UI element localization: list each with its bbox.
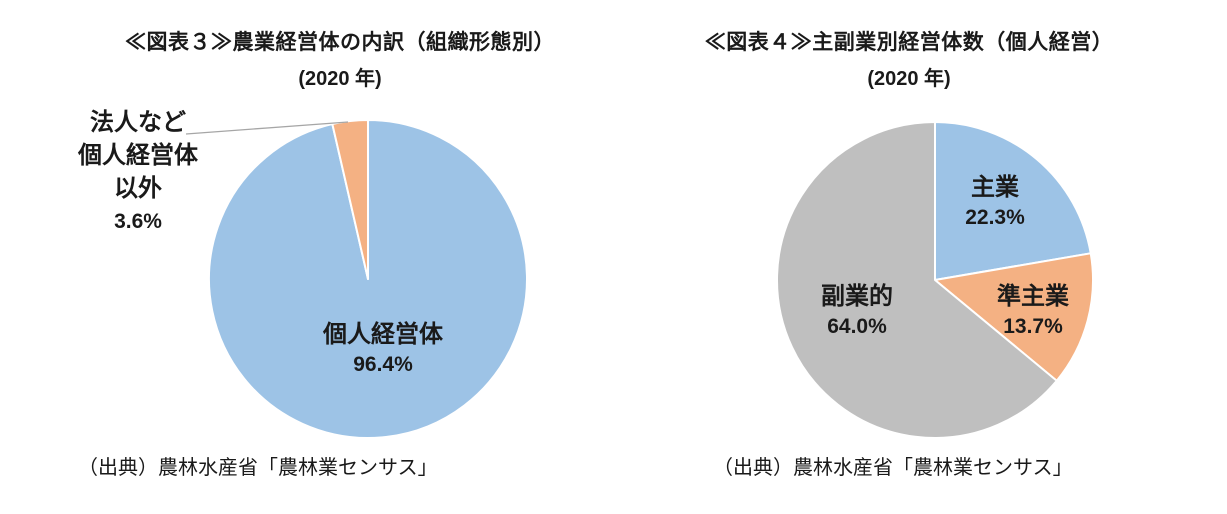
callout-pct: 3.6% bbox=[114, 210, 162, 233]
slice-label-fukugyo: 副業的 64.0% bbox=[792, 281, 922, 342]
pie-slice bbox=[934, 121, 1092, 281]
pie-chart-right bbox=[776, 121, 1094, 439]
callout-leader-line bbox=[185, 121, 349, 135]
slice-name: 主業 bbox=[971, 174, 1019, 201]
slice-label-kojin-keieitai: 個人経営体 96.4% bbox=[283, 319, 483, 380]
chart-right-title: ≪図表４≫主副業別経営体数（個人経営） bbox=[704, 31, 1114, 54]
slice-pct: 96.4% bbox=[353, 353, 413, 376]
callout-line: 法人など bbox=[90, 109, 186, 136]
slice-name: 個人経営体 bbox=[323, 321, 443, 348]
pie-chart-left bbox=[208, 119, 528, 439]
callout-line: 個人経営体 bbox=[78, 142, 198, 169]
source-note-right: （出典）農林水産省「農林業センサス」 bbox=[713, 457, 1073, 479]
source-note-left: （出典）農林水産省「農林業センサス」 bbox=[78, 457, 438, 479]
slice-pct: 22.3% bbox=[965, 206, 1025, 229]
pie-slice bbox=[331, 119, 369, 280]
chart-left-title: ≪図表３≫農業経営体の内訳（組織形態別） bbox=[125, 31, 555, 54]
slice-pct: 13.7% bbox=[1003, 315, 1063, 338]
chart-left-subtitle: (2020 年) bbox=[298, 68, 382, 90]
slice-label-shugyo: 主業 22.3% bbox=[945, 172, 1045, 233]
chart-right-subtitle: (2020 年) bbox=[867, 68, 951, 90]
pie-slice bbox=[934, 252, 1094, 382]
slice-name: 副業的 bbox=[821, 283, 893, 310]
slice-pct: 64.0% bbox=[827, 315, 887, 338]
slice-name: 準主業 bbox=[997, 283, 1069, 310]
pie-slice bbox=[776, 121, 1058, 439]
callout-line: 以外 bbox=[114, 175, 162, 202]
slice-label-junshugyo: 準主業 13.7% bbox=[968, 281, 1098, 342]
callout-label-houjin: 法人など 個人経営体 以外 3.6% bbox=[48, 106, 228, 238]
